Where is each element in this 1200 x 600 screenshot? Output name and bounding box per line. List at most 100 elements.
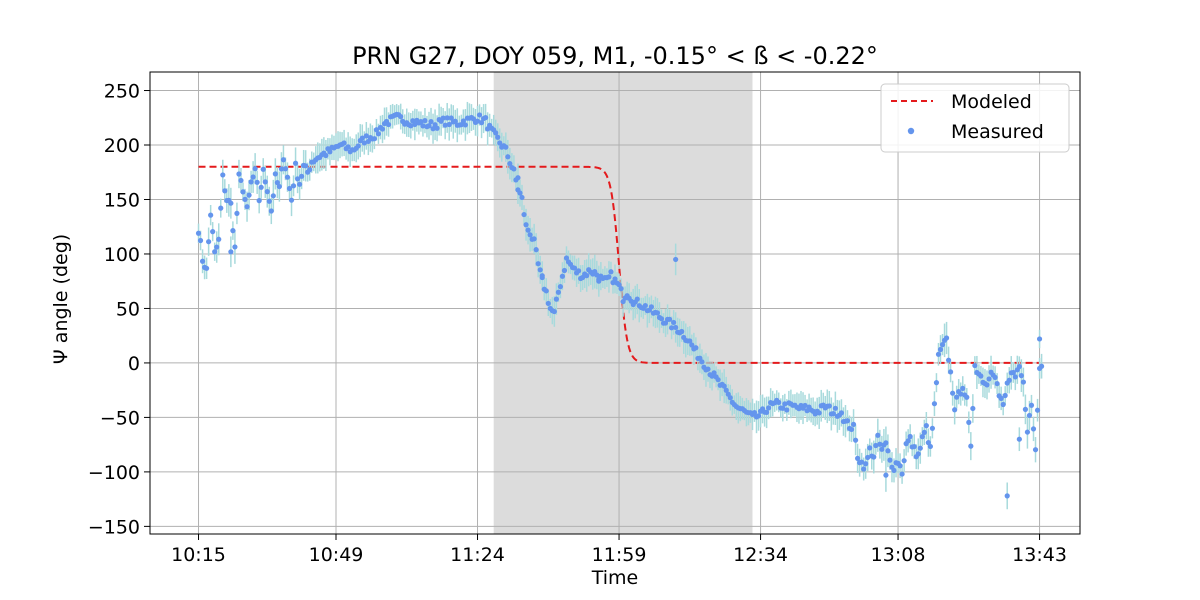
y-tick-label: −150: [88, 516, 140, 538]
measured-point: [879, 446, 885, 452]
measured-point: [937, 346, 944, 353]
measured-point: [721, 383, 727, 389]
measured-point: [537, 267, 543, 273]
measured-point: [426, 123, 432, 129]
measured-point: [693, 345, 699, 351]
measured-point: [268, 208, 274, 214]
measured-point: [270, 193, 276, 199]
legend-modeled-label: Modeled: [951, 91, 1032, 113]
measured-point: [887, 457, 893, 463]
measured-point: [250, 174, 256, 180]
measured-point: [666, 316, 673, 322]
measured-point: [234, 210, 240, 216]
measured-point: [208, 212, 214, 218]
measured-point: [557, 284, 564, 290]
measured-point: [948, 369, 954, 375]
measured-point: [1028, 402, 1035, 408]
measured-point: [412, 121, 418, 128]
measured-point: [871, 454, 877, 460]
measured-point: [711, 370, 717, 376]
measured-point: [1012, 374, 1018, 380]
measured-point: [199, 258, 206, 264]
grid-lines: [150, 72, 1080, 534]
measured-point: [673, 256, 679, 263]
measured-point: [931, 401, 938, 407]
measured-point: [954, 394, 960, 400]
measured-point: [521, 211, 527, 218]
measured-point: [669, 325, 675, 331]
measured-point: [262, 179, 268, 185]
measured-point: [525, 227, 531, 233]
measured-point: [950, 390, 956, 396]
measured-point: [855, 455, 861, 461]
measured-point: [1016, 363, 1022, 370]
measured-point: [375, 131, 382, 137]
measured-point: [832, 405, 838, 411]
measured-point: [442, 122, 448, 128]
measured-point: [830, 411, 836, 417]
measured-point: [1032, 447, 1039, 453]
measured-point: [260, 166, 266, 172]
measured-point: [848, 426, 855, 433]
measured-point: [764, 409, 770, 415]
measured-point: [228, 249, 234, 255]
measured-point: [596, 278, 602, 284]
measured-point: [452, 118, 458, 124]
measured-point: [355, 143, 361, 149]
measured-point: [206, 239, 212, 245]
measured-point: [519, 194, 525, 201]
measured-point: [385, 121, 392, 128]
measured-point: [966, 419, 972, 425]
measured-point: [1010, 369, 1016, 376]
measured-point: [248, 179, 254, 185]
y-tick-label: 50: [116, 298, 140, 320]
measured-point: [264, 189, 270, 195]
y-tick-label: −100: [88, 462, 140, 484]
measured-point: [899, 471, 905, 477]
measured-point: [784, 407, 790, 413]
measured-point: [905, 438, 911, 444]
measured-point: [608, 269, 614, 275]
measured-point: [361, 140, 367, 146]
measured-point: [612, 276, 618, 282]
x-tick-label: 10:49: [309, 544, 364, 566]
measured-point: [493, 130, 499, 136]
measured-point: [917, 445, 923, 451]
measured-point: [1004, 493, 1010, 499]
measured-point: [444, 115, 450, 121]
measured-point: [448, 115, 454, 121]
measured-point: [671, 319, 677, 326]
measured-point: [294, 176, 301, 182]
measured-point: [826, 403, 832, 409]
measured-point: [244, 204, 250, 210]
measured-point: [511, 166, 517, 172]
measured-point: [230, 228, 236, 234]
measured-point: [875, 432, 881, 438]
measured-point: [901, 458, 907, 464]
measured-point: [687, 338, 693, 344]
measured-point: [802, 402, 808, 409]
measured-point: [782, 401, 788, 407]
y-tick-label: 150: [104, 189, 140, 211]
x-tick-label: 11:24: [450, 544, 505, 566]
measured-point: [533, 247, 539, 253]
measured-point: [446, 121, 452, 128]
measured-point: [307, 167, 313, 173]
measured-point: [850, 421, 857, 428]
measured-point: [919, 434, 925, 440]
measured-point: [766, 405, 772, 411]
measured-point: [204, 265, 210, 271]
measured-point: [816, 410, 822, 416]
measured-point: [430, 126, 436, 132]
y-axis: 250 200 150 100 50 0 −50 −100 −150: [88, 81, 150, 538]
measured-point: [379, 126, 386, 132]
measured-point: [422, 118, 428, 124]
measured-point: [563, 255, 570, 261]
measured-point: [852, 437, 859, 443]
measured-point: [359, 135, 365, 141]
measured-point: [723, 387, 729, 393]
measured-point: [476, 112, 483, 118]
measured-point: [634, 296, 640, 302]
plot-frame: [149, 71, 1081, 535]
measured-point: [929, 425, 936, 431]
